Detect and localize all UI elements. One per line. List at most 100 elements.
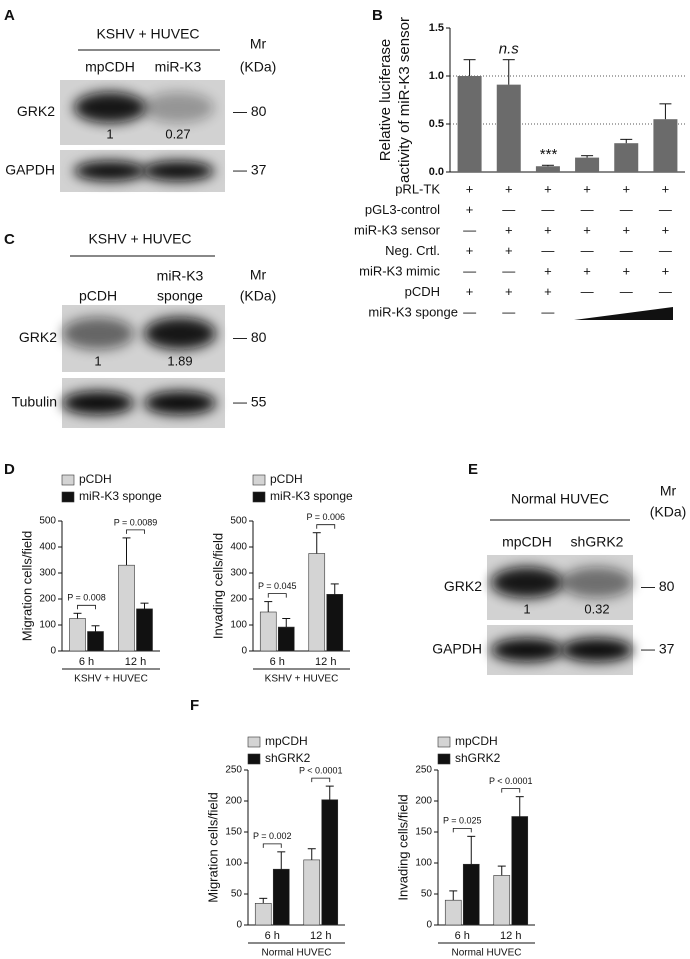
y-tick-label: 200 — [415, 796, 432, 807]
legend-swatch — [437, 753, 451, 765]
lane-label: shGRK2 — [571, 534, 624, 550]
x-tick-label: 12 h — [315, 656, 336, 668]
y-tick-label: 200 — [39, 594, 56, 605]
panel-letter: A — [4, 7, 15, 24]
bar — [272, 868, 290, 926]
condition-label: miR-K3 sponge — [368, 304, 458, 319]
x-axis-label: Normal HUVEC — [451, 948, 521, 959]
y-tick-label: 200 — [225, 796, 242, 807]
condition-cell: + — [544, 263, 552, 278]
blot-title: Normal HUVEC — [511, 491, 609, 507]
y-tick-label: 50 — [421, 889, 433, 900]
band — [74, 91, 146, 124]
x-axis-label: KSHV + HUVEC — [74, 674, 148, 685]
bar — [511, 816, 529, 926]
lane-label: mpCDH — [502, 534, 552, 550]
condition-cell: — — [463, 304, 476, 319]
condition-cell: — — [502, 202, 515, 217]
y-tick-label: 300 — [39, 568, 56, 579]
condition-cell: — — [659, 202, 672, 217]
y-axis-label: Invading cells/field — [210, 533, 225, 639]
y-tick-label: 150 — [415, 827, 432, 838]
band — [62, 317, 134, 350]
p-value: P = 0.025 — [443, 816, 482, 826]
p-value: P = 0.002 — [253, 831, 292, 841]
condition-cell: + — [466, 202, 474, 217]
condition-cell: + — [662, 181, 670, 196]
legend-label: pCDH — [270, 472, 303, 486]
condition-cell: + — [583, 222, 591, 237]
condition-cell: + — [662, 222, 670, 237]
condition-label: pRL-TK — [395, 181, 440, 196]
y-tick-label: 0.5 — [429, 118, 444, 130]
band — [491, 638, 563, 662]
condition-cell: — — [463, 222, 476, 237]
blot-title: KSHV + HUVEC — [88, 231, 191, 247]
band — [144, 317, 216, 350]
bar — [653, 119, 678, 172]
y-tick-label: 100 — [415, 858, 432, 869]
condition-cell: + — [466, 284, 474, 299]
condition-cell: + — [622, 181, 630, 196]
y-tick-label: 500 — [230, 516, 247, 527]
significance-bracket — [452, 827, 472, 833]
y-tick-label: 150 — [225, 827, 242, 838]
legend-label: pCDH — [79, 472, 112, 486]
condition-cell: — — [541, 202, 554, 217]
quantification: 1 — [106, 126, 113, 141]
p-value: P = 0.008 — [67, 593, 106, 603]
y-tick-label: 0 — [241, 646, 247, 657]
condition-cell: + — [505, 243, 513, 258]
condition-cell: — — [541, 304, 554, 319]
condition-cell: — — [659, 243, 672, 258]
p-value: P = 0.0089 — [114, 517, 158, 527]
condition-label: pGL3-control — [365, 202, 440, 217]
bar — [69, 618, 86, 652]
significance-label: n.s — [499, 41, 520, 58]
panel-letter: E — [468, 461, 478, 478]
band — [144, 391, 216, 415]
p-value: P = 0.006 — [306, 512, 345, 522]
mr-label: Mr — [250, 36, 267, 52]
mw-marker: — 55 — [233, 394, 267, 410]
condition-cell: — — [541, 243, 554, 258]
mr-label: (KDa) — [240, 288, 277, 304]
bar — [254, 902, 272, 926]
bar — [493, 875, 511, 926]
condition-cell: — — [659, 284, 672, 299]
mr-label: Mr — [660, 483, 677, 499]
sponge-wedge — [574, 307, 673, 320]
significance-label: *** — [539, 146, 558, 163]
protein-label: GRK2 — [19, 329, 57, 345]
legend-swatch — [437, 736, 451, 748]
bar — [118, 564, 135, 652]
p-value: P < 0.0001 — [489, 776, 533, 786]
bar — [277, 626, 295, 652]
legend-swatch — [61, 474, 75, 486]
legend-label: miR-K3 sponge — [79, 489, 162, 503]
condition-cell: + — [466, 181, 474, 196]
mr-label: (KDa) — [240, 59, 277, 75]
bar — [575, 157, 600, 172]
condition-label: Neg. Crtl. — [385, 243, 440, 258]
y-tick-label: 100 — [225, 858, 242, 869]
quantification: 0.27 — [165, 126, 190, 141]
y-tick-label: 400 — [39, 542, 56, 553]
condition-cell: + — [505, 284, 513, 299]
x-tick-label: 6 h — [265, 930, 280, 942]
bar — [303, 859, 321, 926]
bar — [496, 84, 521, 172]
protein-label: Tubulin — [12, 394, 57, 410]
lane-label: miR-K3 — [155, 59, 202, 75]
quantification: 0.32 — [584, 601, 609, 616]
significance-bracket — [267, 593, 287, 598]
condition-cell: + — [544, 222, 552, 237]
significance-bracket — [311, 777, 331, 783]
band — [142, 91, 214, 124]
bar — [326, 594, 344, 652]
condition-cell: — — [463, 263, 476, 278]
quantification: 1 — [523, 601, 530, 616]
bar — [259, 611, 277, 652]
significance-bracket — [316, 524, 336, 529]
condition-cell: — — [620, 243, 633, 258]
